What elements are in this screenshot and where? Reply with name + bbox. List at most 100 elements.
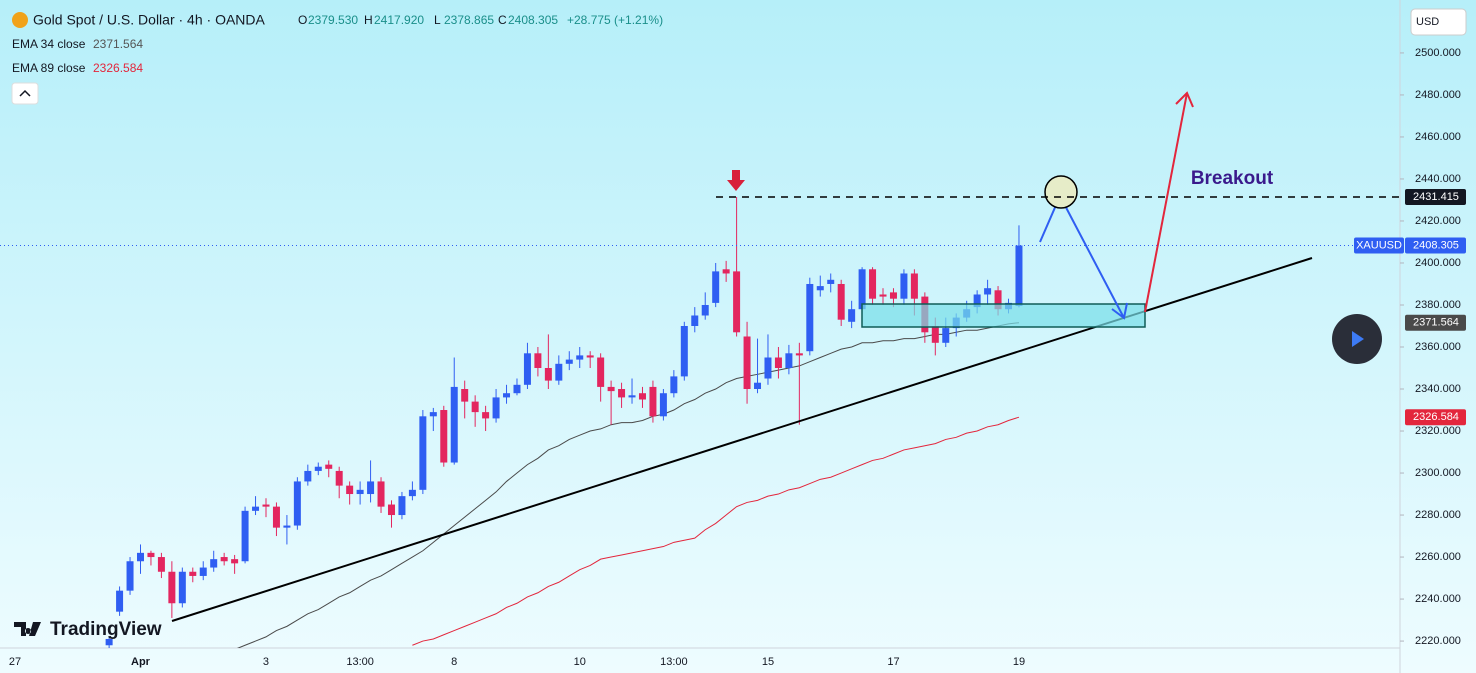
ohlc-value: 2378.865 [444,13,494,27]
ohlc-label: C [498,13,507,27]
legend-value: 2326.584 [93,61,143,75]
candle-body [147,552,155,558]
x-tick-label: 13:00 [660,656,688,668]
candle-body [565,359,573,364]
play-icon [1352,331,1364,347]
collapse-button[interactable] [11,82,39,105]
y-tick-label: 2340.000 [1415,383,1461,395]
candle-body [262,504,270,507]
ohlc-label: O [298,13,307,27]
candle-body [576,355,584,360]
candle-body [471,401,479,413]
candle-body [774,357,782,369]
candle-body [272,506,280,528]
y-tick-label: 2260.000 [1415,551,1461,563]
candle-body [283,525,291,528]
candle-body [440,410,448,463]
candle-body [189,571,197,576]
y-tick-label: 2300.000 [1415,467,1461,479]
ohlc-value: 2417.920 [374,13,424,27]
candle-body [900,273,908,299]
candle-body [743,336,751,390]
y-tick-label: 2240.000 [1415,593,1461,605]
candle-body [116,590,124,612]
arrow-head [1111,302,1128,320]
candle-body [356,489,364,495]
candle-body [210,559,218,568]
y-tick-label: 2460.000 [1415,131,1461,143]
y-tick-label: 2440.000 [1415,173,1461,185]
arrow-head [1175,91,1194,108]
y-tick-label: 2480.000 [1415,89,1461,101]
candle-body [848,309,856,322]
candle-body [482,412,490,419]
legend-value: 2371.564 [93,37,143,51]
currency-box[interactable] [1410,8,1467,36]
candle-body [429,412,437,417]
x-tick-label: 8 [451,656,457,668]
candle-body [408,489,416,497]
candle-body [858,269,866,310]
candle-body [314,466,322,471]
candle-body [304,470,312,482]
candle-body [241,510,249,562]
candle-body [712,271,720,303]
candle-body [618,389,626,398]
candle-body [597,357,605,387]
candle-body [178,571,186,604]
ema-tag: 2326.584 [1413,411,1459,423]
legend-label: EMA 34 close [12,37,86,51]
candle-body [157,557,165,572]
candle-body [126,561,134,591]
candle-body [492,397,500,419]
ema-tag: 2371.564 [1413,317,1459,329]
ema-tag-bg [1405,314,1466,331]
candle-body [806,283,814,352]
candle-body [534,353,542,369]
x-tick-label: 3 [263,656,269,668]
candle-body [513,384,521,394]
candle-body [523,353,531,385]
candle-body [638,393,646,400]
level-tag-bg [1405,188,1466,205]
target-circle [1044,175,1078,209]
y-tick-label: 2380.000 [1415,299,1461,311]
candle-body [879,294,887,297]
y-tick-label: 2220.000 [1415,635,1461,647]
x-tick-label: 17 [887,656,899,668]
candle-body [168,571,176,604]
x-tick-label: 10 [574,656,586,668]
y-tick-label: 2320.000 [1415,425,1461,437]
candle-body [293,481,301,526]
candle-body [325,464,333,469]
candle-body [837,283,845,320]
y-tick-label: 2360.000 [1415,341,1461,353]
candle-body [942,328,950,343]
change: +28.775 (+1.21%) [567,13,663,27]
candle-body [136,552,144,562]
candle-body [691,315,699,326]
candle-body [367,481,375,495]
chart-title: Gold Spot / U.S. Dollar · 4h · OANDA [33,12,266,28]
candle-body [335,470,343,486]
candle-body [754,382,762,390]
candle-body [827,279,835,284]
y-tick-label: 2400.000 [1415,257,1461,269]
candle-body [701,304,709,316]
legend-label: EMA 89 close [12,61,86,75]
candle-body [398,496,406,516]
price-tag-bg [1405,237,1466,254]
ohlc-label: H [364,13,373,27]
candle-body [387,504,395,516]
currency: USD [1416,16,1439,28]
candle-body [889,292,897,299]
y-tick-label: 2420.000 [1415,215,1461,227]
candle-body [503,393,511,398]
candle-body [346,485,354,495]
candle-body [764,357,772,379]
candle-body [220,557,228,562]
candle-body [544,368,552,381]
support-zone [861,303,1146,328]
candle-body [419,416,427,490]
candle-body [785,353,793,369]
